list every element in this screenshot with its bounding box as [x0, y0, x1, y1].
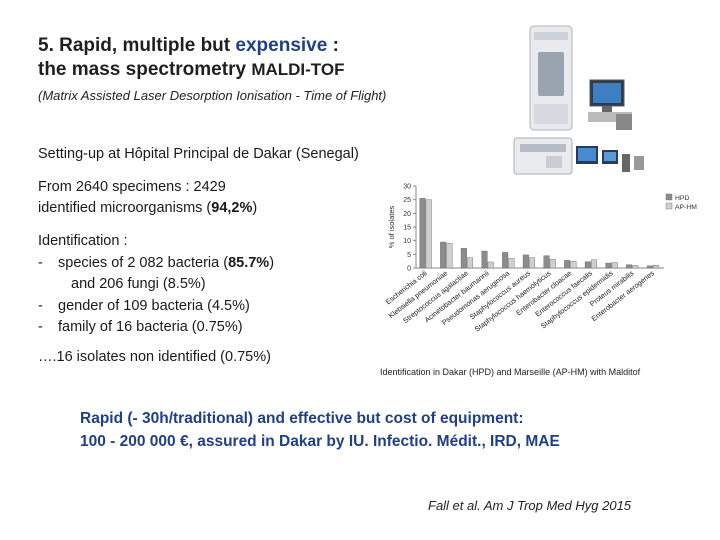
title-line2: the mass spectrometry: [38, 59, 252, 80]
bar-hpd: [502, 252, 509, 269]
list-item: - species of 2 082 bacteria (85.7%): [38, 254, 275, 271]
bar-hpd: [626, 264, 633, 269]
bar-hpd: [460, 248, 467, 269]
bar-ap-hm: [425, 199, 432, 269]
slide-title: 5. Rapid, multiple but expensive : the m…: [38, 34, 345, 82]
legend-label: HPD: [675, 195, 689, 202]
bar-hpd: [584, 261, 591, 269]
bar-ap-hm: [508, 258, 515, 269]
cost-line2: 100 - 200 000 €, assured in Dakar by IU.…: [80, 433, 560, 450]
y-tick-label: 30: [403, 184, 411, 191]
y-tick-label: 25: [403, 197, 411, 204]
non-identified-text: ….16 isolates non identified (0.75%): [38, 349, 271, 365]
bar-ap-hm: [632, 265, 639, 269]
identification-list: Identification : - species of 2 082 bacte…: [38, 231, 274, 339]
cost-line1: Rapid (- 30h/traditional) and effective …: [80, 410, 524, 427]
identification-heading: Identification :: [38, 233, 128, 249]
title-maldi: MALDI-TOF: [251, 60, 345, 79]
bar-hpd: [543, 255, 550, 269]
bar-ap-hm: [549, 259, 556, 269]
specimens-line2: identified microorganisms (: [38, 200, 212, 216]
bar-ap-hm: [446, 243, 453, 269]
specimens-percent: 94,2%: [211, 200, 253, 216]
specimens-paren: ): [252, 200, 258, 216]
title-accent: expensive: [235, 35, 328, 56]
y-tick-label: 10: [403, 238, 411, 245]
bar-hpd: [481, 250, 488, 269]
y-tick-label: 0: [407, 266, 411, 273]
bar-ap-hm: [653, 265, 660, 269]
bar-ap-hm: [570, 260, 577, 269]
title-rest: :: [327, 35, 339, 56]
maldi-instrument-photo: [529, 25, 632, 131]
bar-hpd: [646, 265, 653, 269]
instrument-setup-photo: [513, 137, 644, 175]
y-tick-label: 5: [407, 252, 411, 259]
legend-label: AP-HM: [675, 204, 697, 211]
title-text: 5. Rapid, multiple but: [38, 35, 236, 56]
citation: Fall et al. Am J Trop Med Hyg 2015: [428, 498, 632, 513]
bar-ap-hm: [611, 262, 618, 269]
bar-hpd: [419, 198, 426, 269]
bar-hpd: [605, 262, 612, 269]
y-tick-label: 15: [403, 225, 411, 232]
specimens-line1: From 2640 specimens : 2429: [38, 179, 226, 195]
bar-hpd: [440, 241, 447, 269]
y-axis-label: % of isolates: [387, 205, 396, 248]
legend-swatch: [665, 202, 673, 210]
legend-swatch: [665, 193, 673, 201]
list-item: and 206 fungi (8.5%): [71, 276, 206, 292]
bar-ap-hm: [529, 257, 536, 269]
bar-hpd: [564, 260, 571, 269]
bar-ap-hm: [467, 257, 474, 269]
list-item: - family of 16 bacteria (0.75%): [38, 319, 243, 335]
bar-hpd: [522, 254, 529, 269]
y-tick-label: 20: [403, 211, 411, 218]
list-item: - gender of 109 bacteria (4.5%): [38, 297, 250, 314]
setup-text: Setting-up at Hôpital Principal de Dakar…: [38, 146, 359, 162]
bar-ap-hm: [487, 261, 494, 269]
cost-summary: Rapid (- 30h/traditional) and effective …: [80, 407, 560, 453]
bar-ap-hm: [591, 259, 598, 269]
specimens-text: From 2640 specimens : 2429 identified mi…: [38, 177, 257, 219]
chart-caption: Identification in Dakar (HPD) and Marsei…: [380, 367, 641, 377]
subtitle: (Matrix Assisted Laser Desorption Ionisa…: [38, 88, 387, 103]
